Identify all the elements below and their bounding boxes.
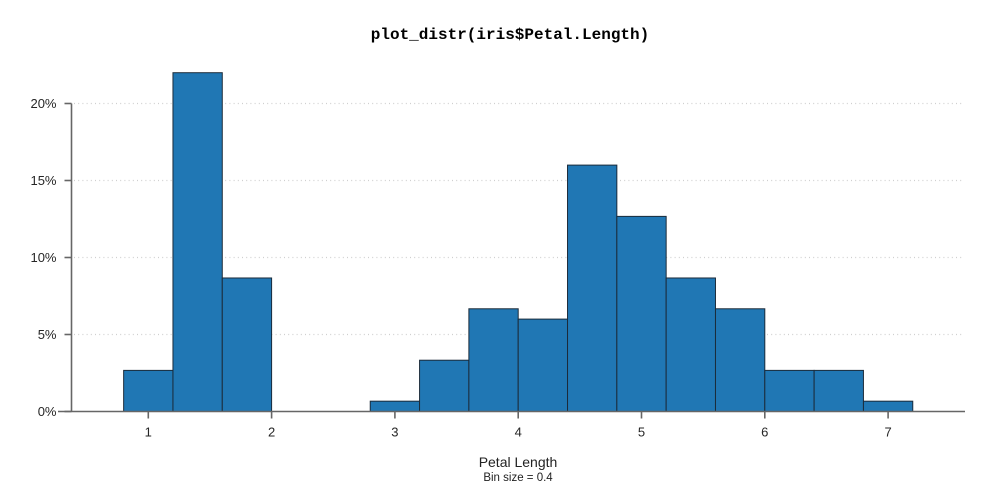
x-axis-label: Petal Length — [478, 454, 558, 470]
histogram-bar — [813, 369, 864, 412]
histogram-bar — [517, 318, 569, 413]
histogram-bar — [221, 277, 273, 412]
histogram-bar — [862, 400, 914, 413]
histogram-bar — [616, 215, 667, 412]
histogram-bar — [665, 277, 716, 412]
x-tick-label: 4 — [515, 425, 522, 440]
y-tick-label: 10% — [30, 250, 56, 265]
x-tick-label: 6 — [761, 425, 768, 440]
y-tick-label: 0% — [38, 404, 57, 419]
chart-title: plot_distr(iris$Petal.Length) — [370, 26, 650, 44]
bin-size-note: Bin size = 0.4 — [483, 472, 553, 484]
histogram-bar — [468, 308, 519, 413]
y-tick-label: 15% — [30, 173, 56, 188]
x-tick-label: 7 — [884, 425, 891, 440]
y-tick-label: 5% — [38, 327, 57, 342]
histogram-bar — [714, 308, 766, 413]
histogram-bar — [172, 72, 223, 412]
histogram-bar — [419, 359, 470, 412]
histogram-bar — [123, 369, 174, 412]
x-tick-label: 1 — [145, 425, 152, 440]
x-tick-label: 2 — [268, 425, 275, 440]
x-tick-label: 3 — [391, 425, 398, 440]
x-tick-label: 5 — [638, 425, 645, 440]
histogram-bar — [567, 164, 618, 412]
histogram-bar — [369, 400, 421, 413]
histogram-bar — [764, 369, 815, 412]
y-tick-label: 20% — [30, 96, 56, 111]
